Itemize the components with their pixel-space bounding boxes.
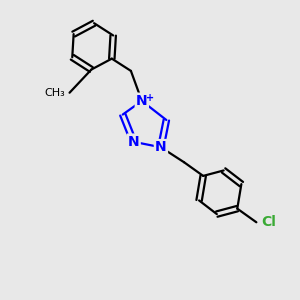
Text: N: N [128, 135, 140, 149]
Text: N: N [155, 140, 167, 154]
Text: Cl: Cl [261, 215, 276, 229]
Text: CH₃: CH₃ [44, 88, 64, 98]
Text: N: N [136, 94, 148, 108]
Text: +: + [146, 93, 154, 103]
